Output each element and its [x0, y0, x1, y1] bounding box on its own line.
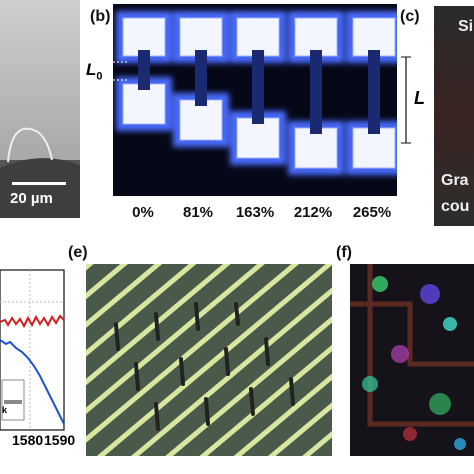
panel-c-image — [434, 6, 474, 226]
panel-d-plot — [0, 269, 65, 431]
strain-label: 81% — [182, 204, 214, 221]
panel-f-image — [350, 264, 474, 456]
inset-text: k — [2, 405, 8, 415]
l0-subscript: 0 — [96, 70, 103, 83]
panel-label: (c) — [400, 8, 420, 25]
strain-label: 0% — [132, 204, 154, 221]
panel-e-image — [86, 264, 332, 456]
x-tick-label: 1580 — [12, 432, 44, 448]
panel-c-text: cou — [441, 198, 470, 215]
panel-label: (f) — [336, 244, 352, 261]
panel-c-text: Gra — [441, 172, 469, 189]
strain-label: 212% — [293, 204, 333, 221]
panel-a-image — [0, 0, 80, 218]
l0-label: L0 — [86, 60, 103, 82]
scale-bar-label: 20 µm — [10, 190, 53, 207]
panel-c-text: Si — [458, 18, 474, 35]
panel-label: (e) — [68, 244, 88, 261]
l-label: L — [414, 88, 425, 108]
strain-label: 163% — [235, 204, 275, 221]
panel-b-image — [113, 4, 397, 196]
l-arrow — [401, 56, 411, 144]
panel-label: (b) — [90, 8, 111, 25]
x-tick-label: 1590 — [44, 432, 76, 448]
strain-label: 265% — [352, 204, 392, 221]
l0-text: L — [86, 60, 97, 79]
